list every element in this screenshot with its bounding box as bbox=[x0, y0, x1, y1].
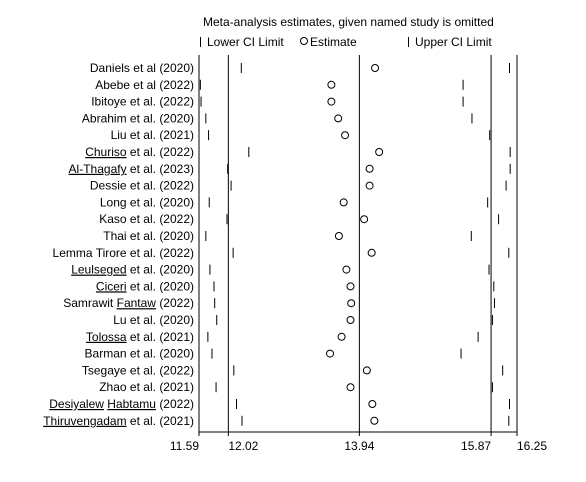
legend-estimate: Estimate bbox=[300, 35, 357, 49]
x-tick-label-3: 15.87 bbox=[461, 439, 491, 453]
estimate-marker-5 bbox=[375, 148, 384, 156]
estimate-marker-8 bbox=[339, 198, 348, 207]
estimate-marker-16 bbox=[337, 332, 346, 341]
estimate-marker-1 bbox=[327, 80, 336, 89]
estimate-marker-14 bbox=[347, 299, 356, 308]
x-tick-label-4: 16.25 bbox=[517, 439, 547, 453]
legend-upper-label: Upper CI Limit bbox=[415, 35, 492, 49]
x-tick-label-0: 11.59 bbox=[170, 439, 199, 453]
estimate-marker-17 bbox=[326, 349, 335, 358]
study-label-13: Ciceri et al. (2020) bbox=[96, 279, 194, 293]
estimate-marker-19 bbox=[346, 383, 355, 392]
estimate-marker-12 bbox=[342, 265, 351, 274]
estimate-marker-10 bbox=[334, 232, 343, 240]
upper-limit-marker-icon bbox=[408, 37, 409, 47]
estimate-marker-21 bbox=[370, 416, 379, 425]
study-label-11: Lemma Tirore et al. (2022) bbox=[53, 246, 194, 260]
study-label-18: Tsegaye et al. (2022) bbox=[82, 363, 194, 377]
study-label-21: Thiruvengadam et al. (2021) bbox=[43, 414, 194, 428]
legend-estimate-label: Estimate bbox=[310, 35, 357, 49]
study-label-0: Daniels et al (2020) bbox=[90, 61, 194, 75]
study-label-9: Kaso et al. (2022) bbox=[99, 212, 194, 226]
lower-limit-marker-icon bbox=[200, 37, 201, 47]
legend-lower-label: Lower CI Limit bbox=[207, 35, 284, 49]
study-label-14: Samrawit Fantaw (2022) bbox=[63, 296, 194, 310]
study-label-6: Al-Thagafy et al. (2023) bbox=[69, 162, 194, 176]
estimate-marker-7 bbox=[365, 181, 374, 190]
estimate-marker-icon bbox=[300, 37, 308, 45]
study-label-8: Long et al. (2020) bbox=[100, 195, 194, 209]
estimate-marker-2 bbox=[327, 97, 336, 106]
estimate-marker-18 bbox=[362, 366, 371, 375]
study-label-20: Desiyalew Habtamu (2022) bbox=[49, 397, 194, 411]
estimate-marker-11 bbox=[367, 248, 376, 257]
estimate-marker-9 bbox=[360, 215, 369, 224]
estimate-marker-13 bbox=[346, 282, 355, 291]
study-label-2: Ibitoye et al. (2022) bbox=[91, 95, 194, 109]
chart-title: Meta-analysis estimates, given named stu… bbox=[203, 15, 494, 29]
study-label-17: Barman et al. (2020) bbox=[85, 347, 194, 361]
study-label-7: Dessie et al. (2022) bbox=[90, 179, 194, 193]
estimate-marker-15 bbox=[346, 316, 355, 324]
estimate-marker-0 bbox=[371, 64, 380, 72]
study-label-16: Tolossa et al. (2021) bbox=[86, 330, 194, 344]
estimate-marker-20 bbox=[368, 400, 377, 408]
study-label-5: Churiso et al. (2022) bbox=[85, 145, 194, 159]
x-tick-label-1: 12.02 bbox=[228, 439, 258, 453]
estimate-marker-4 bbox=[341, 131, 350, 140]
study-label-10: Thai et al. (2020) bbox=[103, 229, 194, 243]
legend-lower: Lower CI Limit bbox=[200, 35, 284, 49]
study-label-19: Zhao et al. (2021) bbox=[99, 380, 194, 394]
legend-upper: Upper CI Limit bbox=[408, 35, 492, 49]
study-label-1: Abebe et al (2022) bbox=[95, 78, 194, 92]
study-label-15: Lu et al. (2020) bbox=[113, 313, 194, 327]
study-label-3: Abrahim et al. (2020) bbox=[82, 111, 194, 125]
estimate-marker-6 bbox=[365, 164, 374, 173]
x-tick-label-2: 13.94 bbox=[344, 439, 374, 453]
study-label-12: Leulseged et al. (2020) bbox=[71, 263, 194, 277]
estimate-marker-3 bbox=[334, 114, 343, 123]
study-label-4: Liu et al. (2021) bbox=[111, 128, 194, 142]
